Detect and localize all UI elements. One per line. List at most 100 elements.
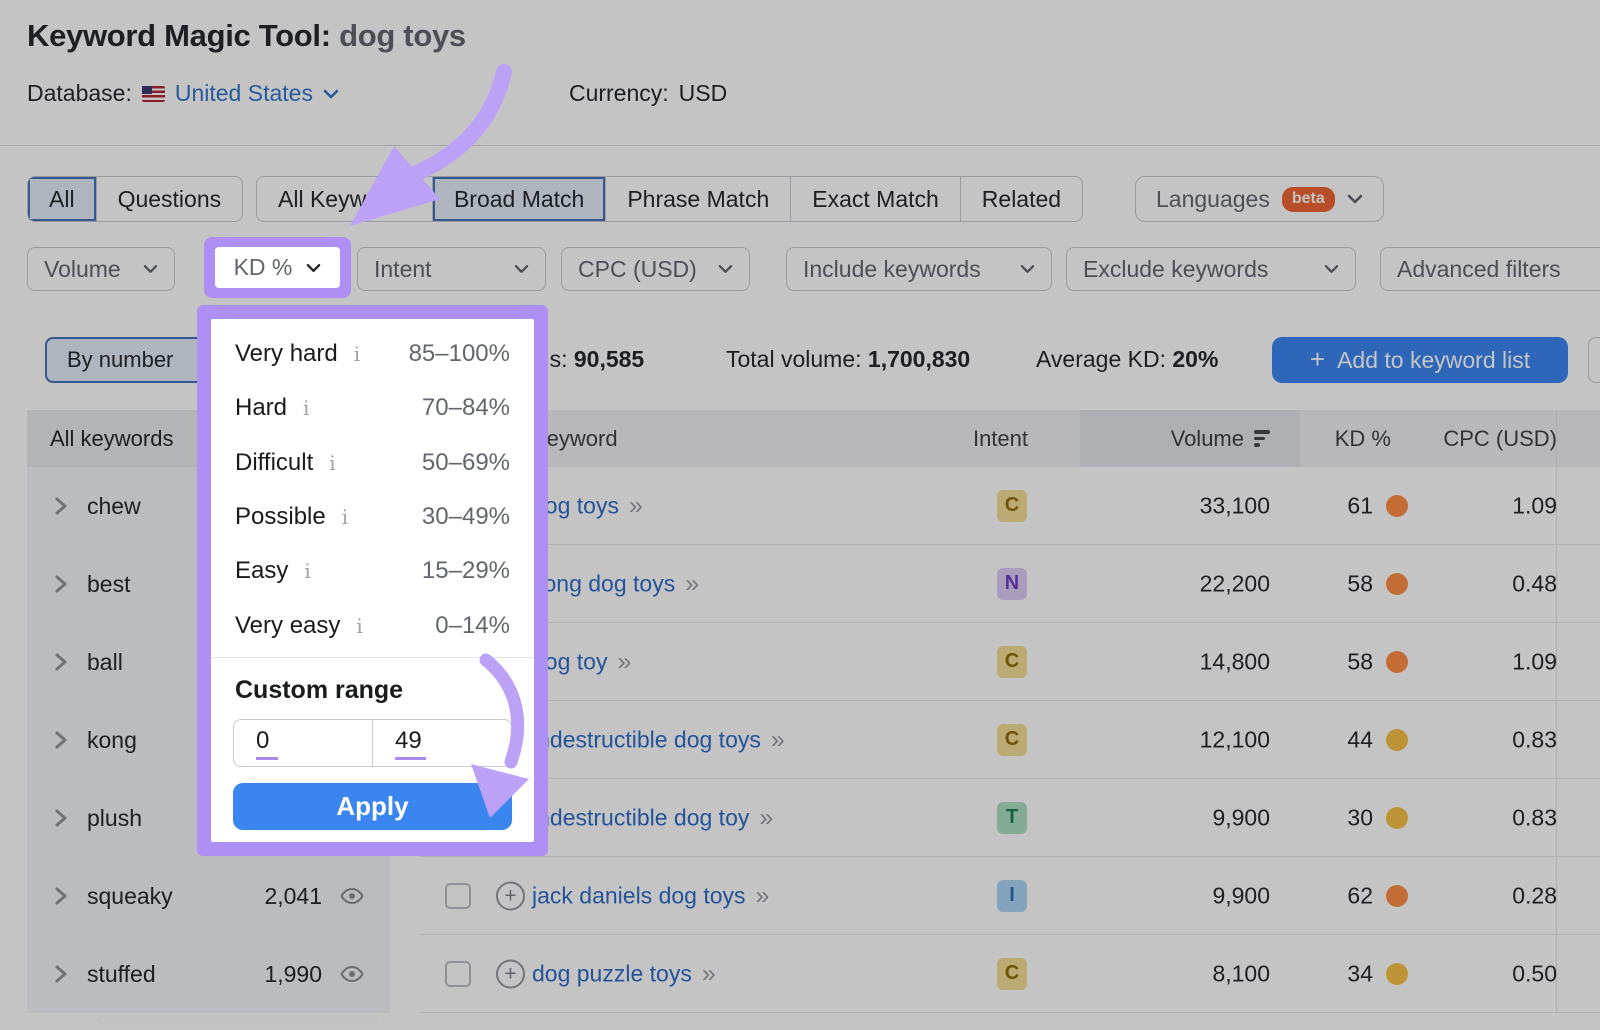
info-icon[interactable]: i: [353, 342, 361, 367]
volume-value: 9,900: [1212, 882, 1270, 908]
tab-match-type[interactable]: Exact Match: [790, 177, 960, 221]
chevron-right-icon[interactable]: [55, 887, 67, 905]
tab-match-type[interactable]: Related: [959, 177, 1082, 221]
column-header-intent[interactable]: Intent: [920, 410, 1028, 467]
kd-level-option[interactable]: Easy i 15–29%: [211, 544, 534, 598]
info-icon[interactable]: i: [303, 396, 310, 421]
chevron-right-icon[interactable]: [55, 809, 67, 827]
column-header-cpc[interactable]: CPC (USD): [1437, 410, 1557, 467]
column-header-volume[interactable]: Volume: [1100, 410, 1270, 467]
keyword-link[interactable]: kong dog toys »: [532, 569, 699, 598]
info-icon[interactable]: i: [329, 450, 336, 475]
kd-max-input[interactable]: 49: [372, 719, 511, 767]
intent-filter[interactable]: Intent: [357, 247, 546, 291]
sidebar-group-label[interactable]: best: [87, 570, 131, 597]
kd-level-label: Hard: [235, 394, 288, 422]
sidebar-group-label[interactable]: chew: [87, 492, 141, 519]
sidebar-scrollbar[interactable]: [96, 1016, 378, 1024]
kd-level-label: Very easy: [235, 611, 341, 639]
info-icon[interactable]: i: [341, 505, 349, 530]
open-keyword-icon[interactable]: »: [617, 647, 631, 675]
database-label: Database:: [27, 80, 132, 106]
info-icon[interactable]: i: [356, 613, 363, 638]
add-keyword-plus-icon[interactable]: +: [496, 881, 525, 910]
keyword-link[interactable]: jack daniels dog toys »: [532, 881, 770, 910]
sidebar-group-row[interactable]: kong: [27, 701, 390, 779]
cpc-value: 0.50: [1512, 960, 1557, 986]
volume-value: 9,900: [1212, 804, 1270, 830]
include-keywords-filter[interactable]: Include keywords: [786, 247, 1052, 291]
info-icon[interactable]: i: [304, 559, 311, 584]
eye-icon[interactable]: [340, 965, 364, 983]
tab-match-type[interactable]: Broad Match: [431, 177, 606, 221]
open-keyword-icon[interactable]: »: [701, 959, 716, 987]
kd-min-value[interactable]: 0: [256, 727, 278, 760]
chevron-down-icon[interactable]: [323, 89, 339, 99]
keyword-text[interactable]: indestructible dog toy: [532, 804, 750, 830]
advanced-filters[interactable]: Advanced filters: [1380, 247, 1600, 291]
cpc-filter[interactable]: CPC (USD): [561, 247, 750, 291]
tab-scope[interactable]: Questions: [95, 177, 243, 221]
kd-max-value[interactable]: 49: [395, 727, 426, 760]
row-checkbox[interactable]: [445, 960, 471, 987]
kd-level-option[interactable]: Difficult i 50–69%: [211, 436, 534, 490]
tab-label: Phrase Match: [627, 185, 770, 212]
kd-filter-popup: Very hard i 85–100% Hard i 70–84% Diff: [197, 305, 548, 856]
intent-badge: C: [997, 489, 1027, 522]
column-header-intent-label: Intent: [972, 425, 1028, 451]
sidebar-group-label[interactable]: kong: [87, 726, 137, 753]
volume-filter[interactable]: Volume: [27, 247, 175, 291]
tab-label: Related: [981, 185, 1062, 212]
database-select[interactable]: United States: [174, 80, 313, 106]
more-actions-button[interactable]: [1588, 337, 1600, 383]
open-keyword-icon[interactable]: »: [685, 569, 699, 597]
tab-scope[interactable]: All: [28, 177, 96, 221]
languages-dropdown[interactable]: Languages beta: [1135, 176, 1384, 222]
keywords-table: Keyword Intent Volume KD % CPC (USD): [420, 410, 1600, 1013]
keyword-link[interactable]: dog puzzle toys »: [532, 959, 716, 988]
sidebar-group-row[interactable]: plush: [27, 779, 390, 857]
keyword-text[interactable]: dog puzzle toys: [532, 960, 692, 986]
kd-level-option[interactable]: Hard i 70–84%: [211, 381, 534, 435]
sidebar-group-row[interactable]: squeaky 2,041: [27, 857, 390, 935]
keyword-text[interactable]: kong dog toys: [532, 570, 676, 596]
sidebar-group-row[interactable]: best: [27, 545, 390, 623]
keyword-text[interactable]: jack daniels dog toys: [532, 882, 746, 908]
exclude-keywords-filter[interactable]: Exclude keywords: [1066, 247, 1356, 291]
add-keyword-plus-icon[interactable]: +: [496, 959, 525, 988]
keyword-text[interactable]: indestructible dog toys: [532, 726, 761, 752]
sidebar-group-row[interactable]: chew: [27, 467, 390, 545]
add-to-keyword-list-button[interactable]: + Add to keyword list: [1272, 337, 1568, 383]
sidebar-group-label[interactable]: stuffed: [87, 960, 156, 987]
chevron-right-icon[interactable]: [55, 965, 67, 983]
sidebar-group-label[interactable]: plush: [87, 804, 142, 831]
open-keyword-icon[interactable]: »: [770, 725, 785, 753]
eye-icon[interactable]: [340, 887, 364, 905]
column-header-kd[interactable]: KD %: [1303, 410, 1391, 467]
column-header-kd-label: KD %: [1334, 425, 1391, 451]
custom-range-inputs: 0 49: [233, 718, 512, 768]
row-checkbox[interactable]: [445, 882, 471, 909]
chevron-right-icon[interactable]: [55, 653, 67, 671]
keyword-link[interactable]: indestructible dog toy »: [532, 803, 773, 832]
kd-min-input[interactable]: 0: [234, 720, 372, 767]
open-keyword-icon[interactable]: »: [755, 881, 770, 909]
kd-level-option[interactable]: Very hard i 85–100%: [211, 327, 534, 381]
kd-level-option[interactable]: Possible i 30–49%: [211, 490, 534, 544]
open-keyword-icon[interactable]: »: [628, 491, 643, 519]
open-keyword-icon[interactable]: »: [759, 803, 773, 831]
tab-match-type[interactable]: Phrase Match: [605, 177, 790, 221]
volume-value: 8,100: [1212, 960, 1270, 986]
apply-button[interactable]: Apply: [233, 783, 512, 830]
sidebar-group-row[interactable]: stuffed 1,990: [27, 935, 390, 1013]
keyword-link[interactable]: indestructible dog toys »: [532, 725, 785, 754]
kd-level-option[interactable]: Very easy i 0–14%: [211, 599, 534, 653]
sidebar-group-label[interactable]: ball: [87, 648, 123, 675]
sidebar-group-row[interactable]: ball: [27, 623, 390, 701]
sidebar-group-label[interactable]: squeaky: [87, 882, 173, 909]
chevron-right-icon[interactable]: [55, 497, 67, 515]
chevron-right-icon[interactable]: [55, 731, 67, 749]
kd-filter[interactable]: KD %: [215, 247, 340, 288]
chevron-right-icon[interactable]: [55, 575, 67, 593]
